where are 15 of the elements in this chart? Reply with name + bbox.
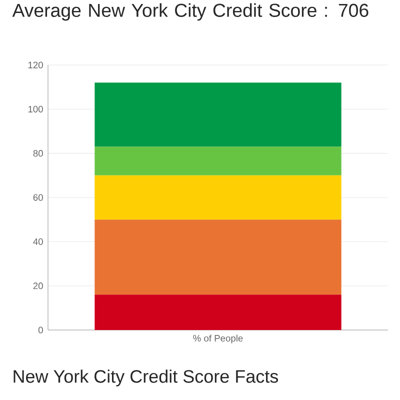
bar bbox=[94, 146, 342, 176]
y-tick-label: 60 bbox=[33, 194, 43, 201]
chart-title: Average New York City Credit Score : 706 bbox=[12, 3, 368, 21]
y-tick-label: 0 bbox=[38, 326, 43, 334]
bar bbox=[94, 82, 342, 147]
y-tick-label: 100 bbox=[28, 106, 43, 112]
bar bbox=[94, 220, 342, 295]
y-tick-label: 120 bbox=[28, 62, 43, 68]
text: New York City Credit Score Facts bbox=[14, 370, 278, 386]
x-tick-label: % of People bbox=[193, 334, 243, 344]
bar bbox=[94, 175, 342, 220]
y-tick-label: 40 bbox=[33, 238, 43, 245]
y-tick-label: 20 bbox=[33, 282, 43, 290]
y-tick-label: 80 bbox=[33, 150, 43, 157]
bar bbox=[94, 294, 342, 330]
